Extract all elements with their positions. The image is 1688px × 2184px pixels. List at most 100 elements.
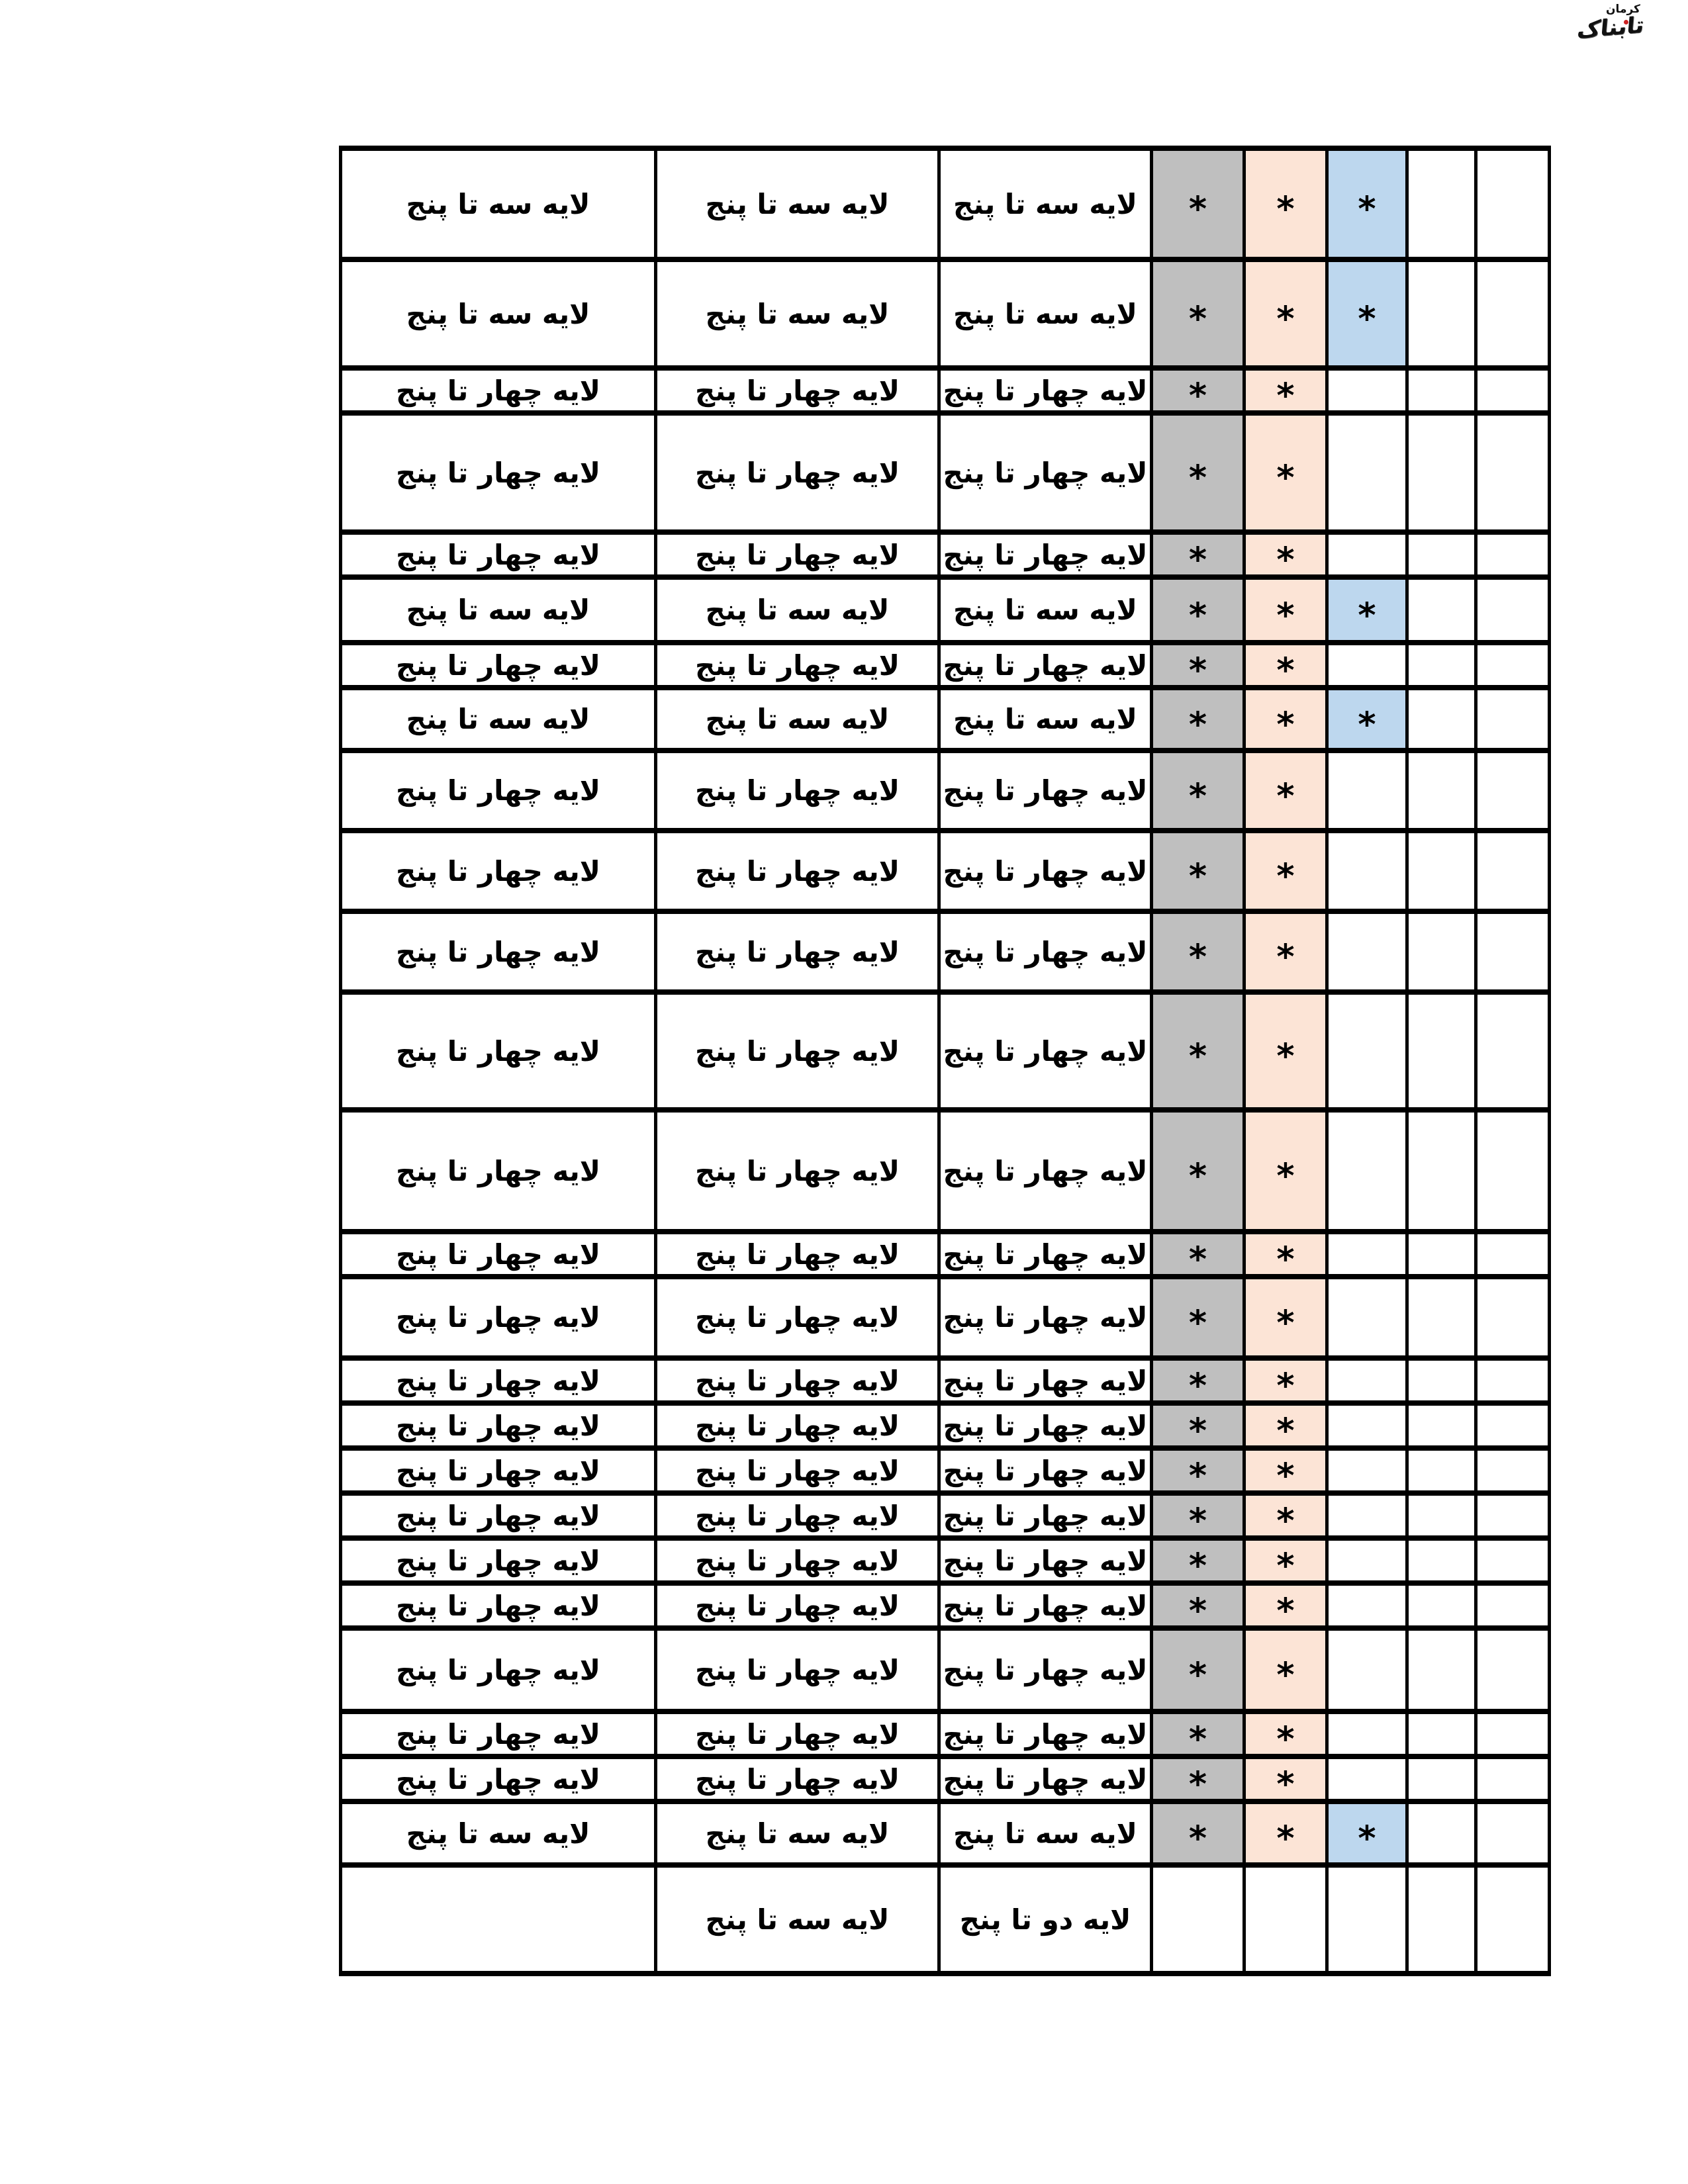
star-mark: * bbox=[1188, 1411, 1207, 1451]
layer-cell-a: لایه چهار تا پنج bbox=[339, 989, 657, 1113]
layer-cell-b: لایه چهار تا پنج bbox=[654, 748, 941, 833]
empty-cell-2 bbox=[1474, 1625, 1551, 1714]
gray-mark-cell: * bbox=[1150, 1355, 1246, 1406]
gray-mark-cell: * bbox=[1150, 365, 1246, 416]
table-row: لایه چهار تا پنج لایه چهار تا پنج لایه چها… bbox=[339, 1229, 1551, 1280]
layer-cell-a: لایه چهار تا پنج bbox=[339, 909, 657, 995]
blue-mark-cell bbox=[1325, 1107, 1409, 1234]
star-mark: * bbox=[1276, 1591, 1295, 1631]
table-row: لایه چهار تا پنج لایه چهار تا پنج لایه چها… bbox=[339, 529, 1551, 580]
layer-cell-c: لایه سه تا پنج bbox=[937, 685, 1153, 753]
gray-mark-cell bbox=[1150, 1862, 1246, 1976]
table-row: لایه چهار تا پنج لایه چهار تا پنج لایه چها… bbox=[339, 640, 1551, 691]
blue-mark-cell bbox=[1325, 1229, 1409, 1279]
layer-cell-a: لایه چهار تا پنج bbox=[339, 1580, 657, 1631]
empty-cell-2 bbox=[1474, 1400, 1551, 1451]
logo-brand-text: تابناک bbox=[1575, 11, 1646, 44]
layer-cell-a: لایه چهار تا پنج bbox=[339, 1625, 657, 1714]
blue-mark-cell bbox=[1325, 828, 1409, 914]
layer-cell-a: لایه سه تا پنج bbox=[339, 257, 657, 371]
star-mark: * bbox=[1188, 189, 1207, 230]
star-mark: * bbox=[1358, 189, 1376, 230]
peach-mark-cell: * bbox=[1243, 1400, 1329, 1451]
blue-mark-cell bbox=[1325, 1709, 1409, 1759]
empty-cell-1 bbox=[1405, 1535, 1477, 1586]
layer-cell-b: لایه سه تا پنج bbox=[654, 574, 941, 645]
star-mark: * bbox=[1276, 1240, 1295, 1280]
layer-cell-b: لایه چهار تا پنج bbox=[654, 640, 941, 690]
layer-cell-a: لایه چهار تا پنج bbox=[339, 828, 657, 914]
layer-cell-c: لایه چهار تا پنج bbox=[937, 1754, 1153, 1804]
gray-mark-cell: * bbox=[1150, 828, 1246, 914]
layer-cell-c: لایه چهار تا پنج bbox=[937, 1355, 1153, 1406]
empty-cell-1 bbox=[1405, 1274, 1477, 1361]
empty-cell-2 bbox=[1474, 1754, 1551, 1804]
empty-cell-1 bbox=[1405, 146, 1477, 262]
table-row: لایه چهار تا پنج لایه چهار تا پنج لایه چها… bbox=[339, 1490, 1551, 1541]
empty-cell-2 bbox=[1474, 909, 1551, 995]
layer-cell-b: لایه چهار تا پنج bbox=[654, 1625, 941, 1714]
blue-mark-cell bbox=[1325, 1490, 1409, 1541]
star-mark: * bbox=[1276, 1156, 1295, 1197]
layer-cell-c: لایه چهار تا پنج bbox=[937, 1400, 1153, 1451]
blue-mark-cell: * bbox=[1325, 257, 1409, 371]
peach-mark-cell: * bbox=[1243, 410, 1329, 535]
blue-mark-cell bbox=[1325, 1535, 1409, 1586]
layer-cell-b: لایه چهار تا پنج bbox=[654, 989, 941, 1113]
layer-cell-b: لایه چهار تا پنج bbox=[654, 365, 941, 416]
layer-cell-a: لایه چهار تا پنج bbox=[339, 1445, 657, 1496]
empty-cell-2 bbox=[1474, 1709, 1551, 1759]
peach-mark-cell: * bbox=[1243, 1445, 1329, 1496]
table-row: لایه چهار تا پنج لایه چهار تا پنج لایه چها… bbox=[339, 1754, 1551, 1804]
empty-cell-2 bbox=[1474, 1274, 1551, 1361]
star-mark: * bbox=[1188, 937, 1207, 978]
star-mark: * bbox=[1276, 540, 1295, 580]
layer-cell-a: لایه سه تا پنج bbox=[339, 1799, 657, 1868]
star-mark: * bbox=[1188, 1719, 1207, 1760]
layer-cell-c: لایه چهار تا پنج bbox=[937, 410, 1153, 535]
gray-mark-cell: * bbox=[1150, 1754, 1246, 1804]
peach-mark-cell: * bbox=[1243, 1107, 1329, 1234]
layer-cell-c: لایه سه تا پنج bbox=[937, 257, 1153, 371]
layer-cell-c: لایه چهار تا پنج bbox=[937, 1229, 1153, 1279]
empty-cell-1 bbox=[1405, 574, 1477, 645]
table-row: لایه چهار تا پنج لایه چهار تا پنج لایه چها… bbox=[339, 1400, 1551, 1451]
layer-cell-b: لایه چهار تا پنج bbox=[654, 1709, 941, 1759]
blue-mark-cell bbox=[1325, 1445, 1409, 1496]
peach-mark-cell: * bbox=[1243, 574, 1329, 645]
layer-cell-b: لایه چهار تا پنج bbox=[654, 410, 941, 535]
star-mark: * bbox=[1276, 1456, 1295, 1496]
table-row: لایه چهار تا پنج لایه چهار تا پنج لایه چها… bbox=[339, 1535, 1551, 1586]
layer-cell-a: لایه چهار تا پنج bbox=[339, 1754, 657, 1804]
peach-mark-cell: * bbox=[1243, 146, 1329, 262]
layer-cell-b: لایه سه تا پنج bbox=[654, 1862, 941, 1976]
empty-cell-2 bbox=[1474, 828, 1551, 914]
gray-mark-cell: * bbox=[1150, 1535, 1246, 1586]
table-row: لایه سه تا پنج لایه سه تا پنج لایه سه تا پ… bbox=[339, 685, 1551, 753]
layer-cell-a: لایه سه تا پنج bbox=[339, 146, 657, 262]
peach-mark-cell: * bbox=[1243, 828, 1329, 914]
blue-mark-cell bbox=[1325, 529, 1409, 580]
empty-cell-1 bbox=[1405, 1445, 1477, 1496]
blue-mark-cell bbox=[1325, 1580, 1409, 1631]
layer-cell-b: لایه چهار تا پنج bbox=[654, 1580, 941, 1631]
peach-mark-cell: * bbox=[1243, 1274, 1329, 1361]
star-mark: * bbox=[1188, 1156, 1207, 1197]
table-row: لایه چهار تا پنج لایه چهار تا پنج لایه چها… bbox=[339, 410, 1551, 535]
gray-mark-cell: * bbox=[1150, 410, 1246, 535]
empty-cell-1 bbox=[1405, 685, 1477, 753]
star-mark: * bbox=[1276, 1819, 1295, 1859]
empty-cell-2 bbox=[1474, 1580, 1551, 1631]
empty-cell-2 bbox=[1474, 1535, 1551, 1586]
table-row: لایه سه تا پنج لایه سه تا پنج لایه سه تا پ… bbox=[339, 257, 1551, 371]
gray-mark-cell: * bbox=[1150, 748, 1246, 833]
table-row: لایه سه تا پنج لایه سه تا پنج لایه سه تا پ… bbox=[339, 574, 1551, 645]
empty-cell-1 bbox=[1405, 1400, 1477, 1451]
peach-mark-cell: * bbox=[1243, 1799, 1329, 1868]
site-logo: کرمان تابناک bbox=[1554, 4, 1667, 44]
empty-cell-1 bbox=[1405, 365, 1477, 416]
star-mark: * bbox=[1188, 651, 1207, 691]
peach-mark-cell: * bbox=[1243, 989, 1329, 1113]
empty-cell-2 bbox=[1474, 574, 1551, 645]
blue-mark-cell bbox=[1325, 989, 1409, 1113]
